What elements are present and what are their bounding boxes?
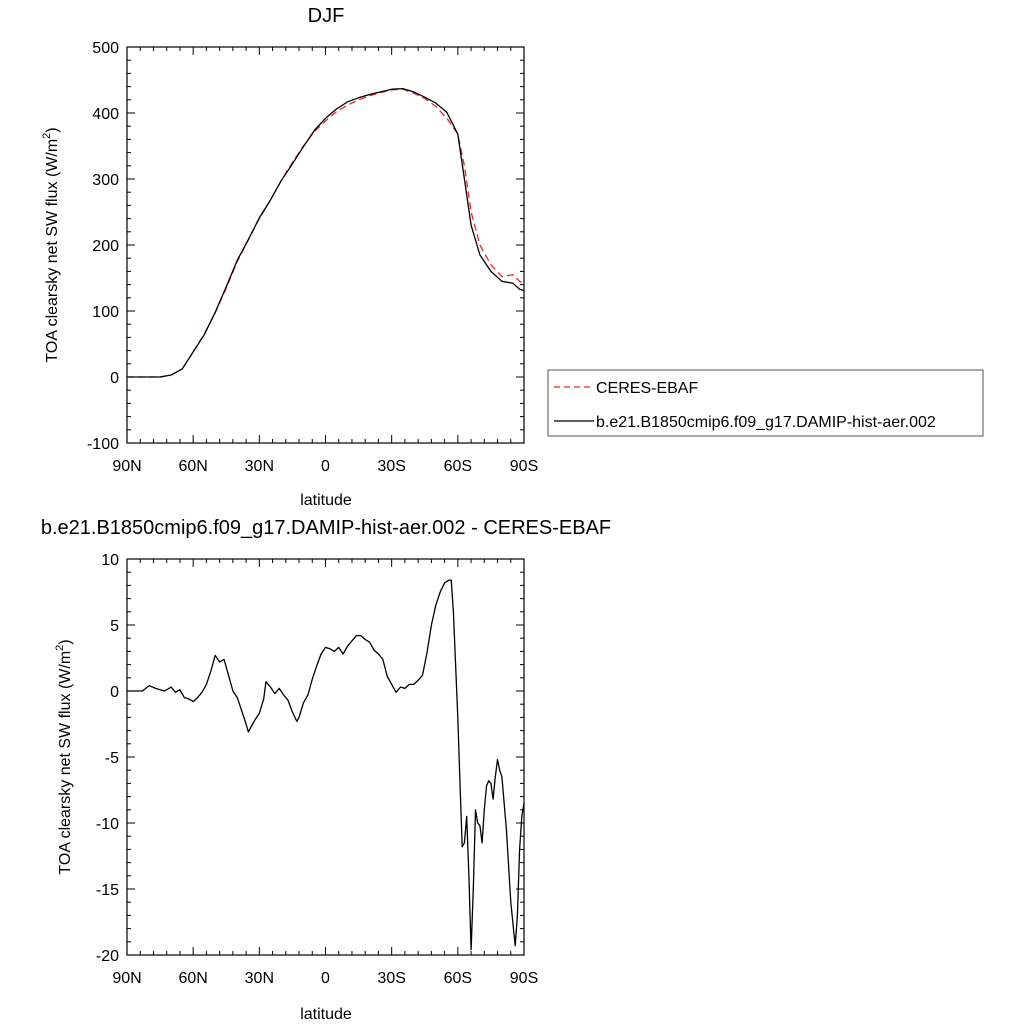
x-axis-label-bottom: latitude: [300, 1006, 352, 1023]
chart-title-top: DJF: [308, 5, 345, 27]
y-tick-label-top: 100: [92, 304, 119, 321]
legend-label-ceres: CERES-EBAF: [596, 380, 698, 397]
y-tick-label-top: -100: [87, 436, 119, 453]
axis-ticks-top: -100 0 100 200 300 400 500 90N 60N 30N 0 30S 60S 90S: [87, 40, 538, 475]
y-tick-label-bottom: 0: [110, 684, 119, 701]
x-tick-label-bottom: 60S: [444, 970, 472, 987]
y-axis-label-close-bottom: ): [57, 639, 74, 644]
y-axis-label-close-top: ): [44, 127, 61, 132]
x-tick-label-bottom: 0: [321, 970, 330, 987]
series-line-top-1: [127, 87, 525, 378]
series-line-top-0: [127, 88, 525, 378]
legend: CERES-EBAF b.e21.B1850cmip6.f09_g17.DAMI…: [547, 369, 984, 437]
x-tick-label-bottom: 90N: [112, 970, 141, 987]
y-tick-label-bottom: -10: [96, 816, 119, 833]
y-tick-label-bottom: 10: [101, 552, 119, 569]
series-line-bottom-0: [127, 579, 525, 951]
plot-frame-bottom: [126, 558, 525, 956]
y-axis-label-top: TOA clearsky net SW flux (W/m2): [41, 127, 61, 362]
y-tick-label-top: 500: [92, 40, 119, 57]
x-tick-label-top: 90S: [510, 458, 538, 475]
x-tick-label-top: 60N: [178, 458, 207, 475]
series-lines-top: [127, 87, 525, 378]
y-tick-label-bottom: -15: [96, 882, 119, 899]
chart-title-bottom: b.e21.B1850cmip6.f09_g17.DAMIP-hist-aer.…: [41, 517, 611, 539]
x-tick-label-top: 30N: [245, 458, 274, 475]
y-tick-label-bottom: 5: [110, 618, 119, 635]
y-tick-label-top: 400: [92, 106, 119, 123]
x-tick-label-bottom: 60N: [178, 970, 207, 987]
chart-panel-bottom: b.e21.B1850cmip6.f09_g17.DAMIP-hist-aer.…: [41, 517, 611, 1023]
y-tick-label-top: 300: [92, 172, 119, 189]
y-axis-label-superscript-top: 2: [41, 133, 53, 139]
chart-panel-top: DJF -100 0 100 200 300 400 500 90N 60N 30N 0 30S 60S…: [41, 5, 538, 509]
series-lines-bottom: [127, 579, 525, 951]
legend-label-model: b.e21.B1850cmip6.f09_g17.DAMIP-hist-aer.…: [596, 414, 936, 431]
y-axis-label-superscript-bottom: 2: [54, 645, 66, 651]
x-tick-label-bottom: 90S: [510, 970, 538, 987]
y-tick-label-bottom: -20: [96, 948, 119, 965]
y-axis-label-text-bottom: TOA clearsky net SW flux (W/m: [57, 651, 74, 875]
y-tick-label-bottom: -5: [105, 750, 119, 767]
x-tick-label-bottom: 30N: [245, 970, 274, 987]
y-axis-label-text-top: TOA clearsky net SW flux (W/m: [44, 139, 61, 363]
x-tick-label-top: 30S: [377, 458, 405, 475]
x-tick-label-top: 90N: [112, 458, 141, 475]
x-tick-label-bottom: 30S: [377, 970, 405, 987]
plot-frame-top: [126, 46, 525, 444]
y-axis-label-bottom: TOA clearsky net SW flux (W/m2): [54, 639, 74, 874]
x-tick-label-top: 60S: [444, 458, 472, 475]
x-tick-label-top: 0: [321, 458, 330, 475]
y-tick-label-top: 0: [110, 370, 119, 387]
y-tick-label-top: 200: [92, 238, 119, 255]
x-axis-label-top: latitude: [300, 492, 352, 509]
legend-box: [547, 369, 984, 437]
